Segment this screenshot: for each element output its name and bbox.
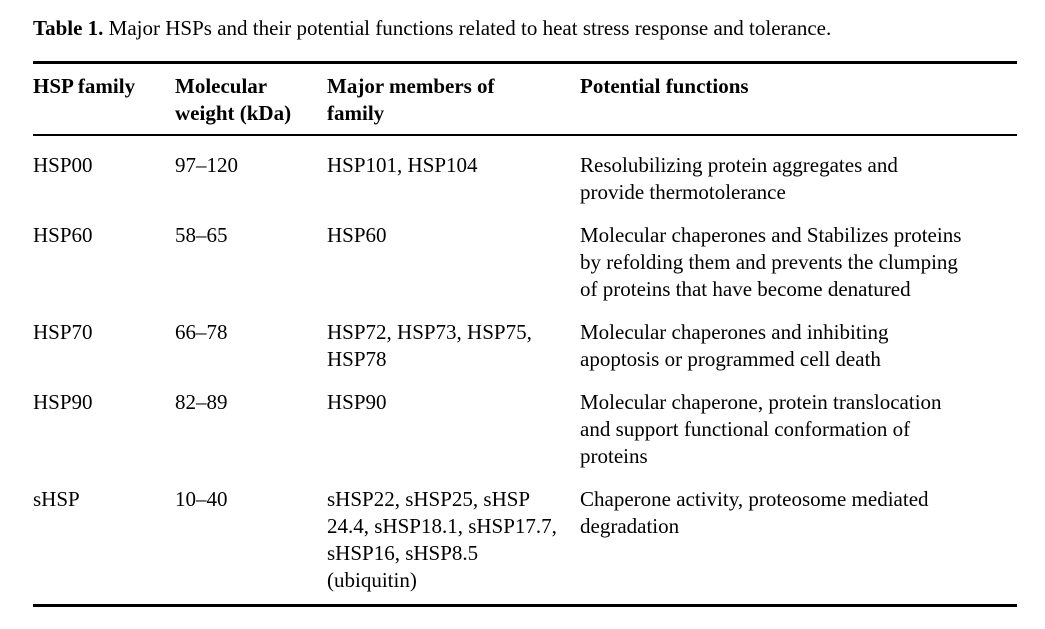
column-header-hsp-family: HSP family — [33, 62, 175, 136]
cell-hsp-family: HSP70 — [33, 320, 93, 344]
table-row: sHSP 10–40 sHSP22, sHSP25, sHSP 24.4, sH… — [33, 470, 1017, 606]
column-header-potential-functions: Potential functions — [580, 62, 1017, 136]
cell-molecular-weight: 97–120 — [175, 153, 238, 177]
table-row: HSP70 66–78 HSP72, HSP73, HSP75, HSP78 M… — [33, 303, 1017, 373]
cell-molecular-weight: 58–65 — [175, 223, 228, 247]
cell-major-members: HSP60 — [327, 223, 387, 247]
cell-molecular-weight: 66–78 — [175, 320, 228, 344]
table-row: HSP00 97–120 HSP101, HSP104 Resolubilizi… — [33, 135, 1017, 206]
cell-potential-functions: Chaperone activity, proteosome mediated … — [580, 487, 929, 538]
cell-potential-functions: Molecular chaperones and inhibiting apop… — [580, 320, 889, 371]
cell-potential-functions: Resolubilizing protein aggregates and pr… — [580, 153, 898, 204]
table-row: HSP60 58–65 HSP60 Molecular chaperones a… — [33, 206, 1017, 303]
table-caption: Table 1. Major HSPs and their potential … — [33, 15, 1017, 42]
cell-potential-functions: Molecular chaperone, protein translocati… — [580, 390, 942, 468]
table-row: HSP90 82–89 HSP90 Molecular chaperone, p… — [33, 373, 1017, 470]
cell-hsp-family: HSP90 — [33, 390, 93, 414]
cell-molecular-weight: 82–89 — [175, 390, 228, 414]
header-row: HSP family Molecular weight (kDa) Major … — [33, 62, 1017, 136]
cell-hsp-family: sHSP — [33, 487, 80, 511]
hsp-table: HSP family Molecular weight (kDa) Major … — [33, 61, 1017, 607]
cell-major-members: HSP101, HSP104 — [327, 153, 478, 177]
table-header: HSP family Molecular weight (kDa) Major … — [33, 62, 1017, 136]
table-body: HSP00 97–120 HSP101, HSP104 Resolubilizi… — [33, 135, 1017, 606]
table-caption-text: Major HSPs and their potential functions… — [108, 16, 832, 40]
cell-potential-functions: Molecular chaperones and Stabilizes prot… — [580, 223, 962, 301]
column-header-molecular-weight: Molecular weight (kDa) — [175, 62, 327, 136]
cell-hsp-family: HSP60 — [33, 223, 93, 247]
page: Table 1. Major HSPs and their potential … — [33, 15, 1017, 607]
cell-major-members: HSP90 — [327, 390, 387, 414]
column-header-major-members: Major members of family — [327, 62, 580, 136]
cell-major-members: sHSP22, sHSP25, sHSP 24.4, sHSP18.1, sHS… — [327, 487, 557, 592]
cell-hsp-family: HSP00 — [33, 153, 93, 177]
table-caption-label: Table 1. — [33, 16, 104, 40]
cell-major-members: HSP72, HSP73, HSP75, HSP78 — [327, 320, 532, 371]
cell-molecular-weight: 10–40 — [175, 487, 228, 511]
